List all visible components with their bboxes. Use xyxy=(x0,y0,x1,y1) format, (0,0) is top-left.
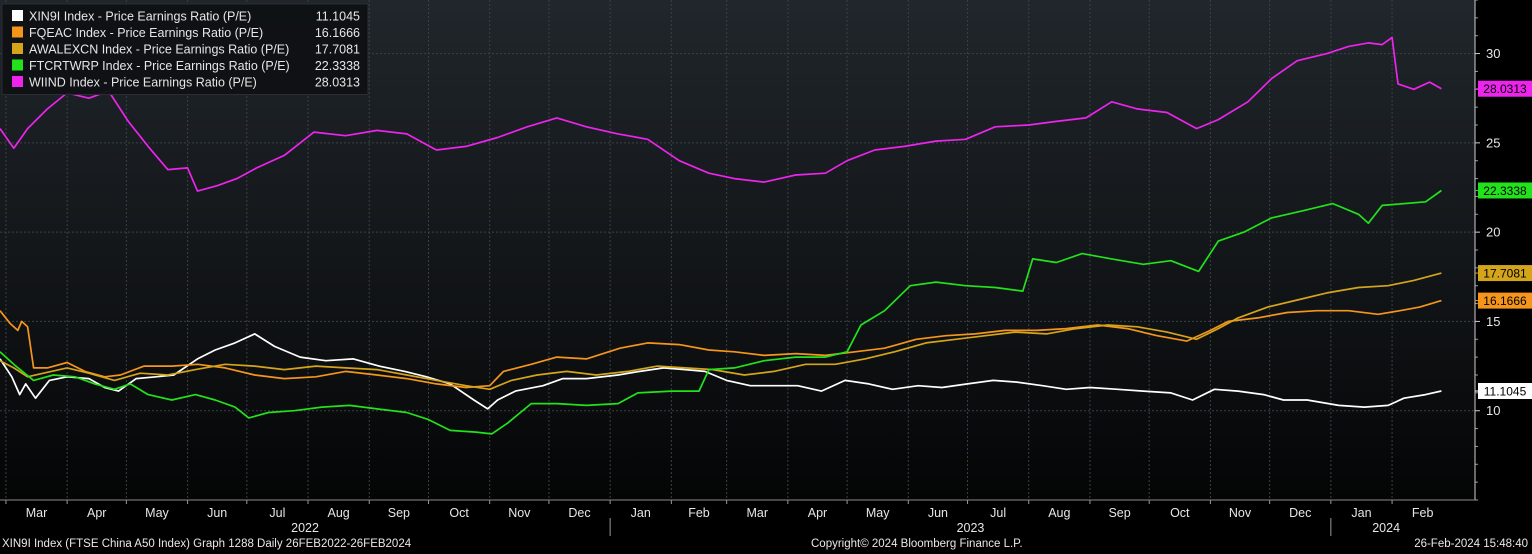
last-value-label: 11.1045 xyxy=(1484,384,1527,398)
series-line-2 xyxy=(0,299,1442,389)
x-tick-label: Apr xyxy=(87,506,106,520)
series-line-3 xyxy=(0,272,1442,391)
legend-last-value: 16.1666 xyxy=(315,26,360,40)
x-tick-label: Mar xyxy=(26,506,48,520)
x-tick-label: Aug xyxy=(328,506,350,520)
legend-swatch xyxy=(12,26,23,38)
x-tick-label: Dec xyxy=(1289,506,1311,520)
x-tick-label: Jan xyxy=(1351,506,1371,520)
series-lines xyxy=(0,36,1442,435)
x-tick-label: Oct xyxy=(1170,506,1190,520)
legend: XIN9I Index - Price Earnings Ratio (P/E)… xyxy=(1,3,369,95)
last-value-tag xyxy=(1478,182,1532,199)
footer-timestamp: 26-Feb-2024 15:48:40 xyxy=(1414,538,1528,550)
series-line-5 xyxy=(0,36,1442,192)
last-value-label: 16.1666 xyxy=(1483,294,1527,308)
x-tick-label: Nov xyxy=(1229,506,1252,520)
x-tick-label: May xyxy=(145,506,169,520)
series-line-1 xyxy=(0,333,1442,410)
x-tick-label: Aug xyxy=(1048,506,1070,520)
footer-copyright: Copyright© 2024 Bloomberg Finance L.P. xyxy=(811,538,1023,550)
legend-background xyxy=(1,3,369,95)
x-axis: Mar Apr May Jun Jul Aug Sep Oct Nov Dec Jan Feb Mar A… xyxy=(0,499,1475,536)
legend-last-value: 11.1045 xyxy=(316,10,360,24)
y-tick-label: 25 xyxy=(1486,135,1500,150)
last-value-label: 22.3338 xyxy=(1483,184,1527,198)
x-tick-label: Jan xyxy=(631,506,651,520)
x-tick-label: Sep xyxy=(388,506,410,520)
price-earnings-chart: 10 15 20 25 30 11.1045 16.1666 17.7081 22.3338 28… xyxy=(0,0,1532,536)
y-tick-label: 10 xyxy=(1486,403,1500,418)
legend-series-name: WIIND Index - Price Earnings Ratio (P/E) xyxy=(29,76,257,90)
x-tick-label: Feb xyxy=(688,506,710,520)
y-tick-label: 30 xyxy=(1486,46,1500,61)
x-year-label: 2023 xyxy=(957,521,985,535)
footer-bar: XIN9I Index (FTSE China A50 Index) Graph… xyxy=(0,536,1532,554)
x-year-label: 2024 xyxy=(1372,521,1400,535)
footer-description: XIN9I Index (FTSE China A50 Index) Graph… xyxy=(2,538,412,550)
x-tick-label: Oct xyxy=(449,506,469,520)
x-tick-label: Feb xyxy=(1412,506,1434,520)
last-value-tag xyxy=(1478,382,1532,399)
x-tick-label: Jul xyxy=(269,506,285,520)
x-tick-label: Jun xyxy=(207,506,227,520)
legend-last-value: 22.3338 xyxy=(315,59,360,73)
series-line-4 xyxy=(0,189,1442,435)
y-tick-label: 20 xyxy=(1486,225,1500,240)
last-value-tag xyxy=(1478,80,1532,97)
x-tick-label: Jul xyxy=(990,506,1006,520)
x-tick-label: Dec xyxy=(568,506,590,520)
x-tick-label: Nov xyxy=(508,506,531,520)
x-tick-label: Sep xyxy=(1108,506,1130,520)
legend-swatch xyxy=(12,10,23,21)
legend-last-value: 17.7081 xyxy=(315,43,360,57)
legend-series-name: XIN9I Index - Price Earnings Ratio (P/E) xyxy=(29,10,251,24)
legend-swatch xyxy=(12,43,23,54)
legend-series-name: FTCRTWRP Index - Price Earnings Ratio (P… xyxy=(29,59,290,73)
y-tick-label: 15 xyxy=(1486,314,1500,329)
x-tick-label: Jun xyxy=(928,506,948,520)
x-tick-label: Mar xyxy=(746,506,768,520)
last-value-label: 17.7081 xyxy=(1483,266,1527,280)
x-tick-label: May xyxy=(866,506,890,520)
right-axis-background xyxy=(1475,0,1532,500)
y-axis: 10 15 20 25 30 11.1045 16.1666 17.7081 22.3338 28… xyxy=(1474,0,1532,501)
legend-swatch xyxy=(12,59,23,71)
legend-swatch xyxy=(12,76,23,87)
x-year-label: 2022 xyxy=(291,521,319,535)
last-value-tag xyxy=(1478,292,1532,309)
last-value-label: 28.0313 xyxy=(1483,82,1527,96)
legend-series-name: AWALEXCN Index - Price Earnings Ratio (P… xyxy=(29,43,289,57)
legend-last-value: 28.0313 xyxy=(315,76,360,90)
last-value-tag xyxy=(1478,265,1532,282)
legend-series-name: FQEAC Index - Price Earnings Ratio (P/E) xyxy=(29,26,263,40)
x-tick-label: Apr xyxy=(808,506,827,520)
